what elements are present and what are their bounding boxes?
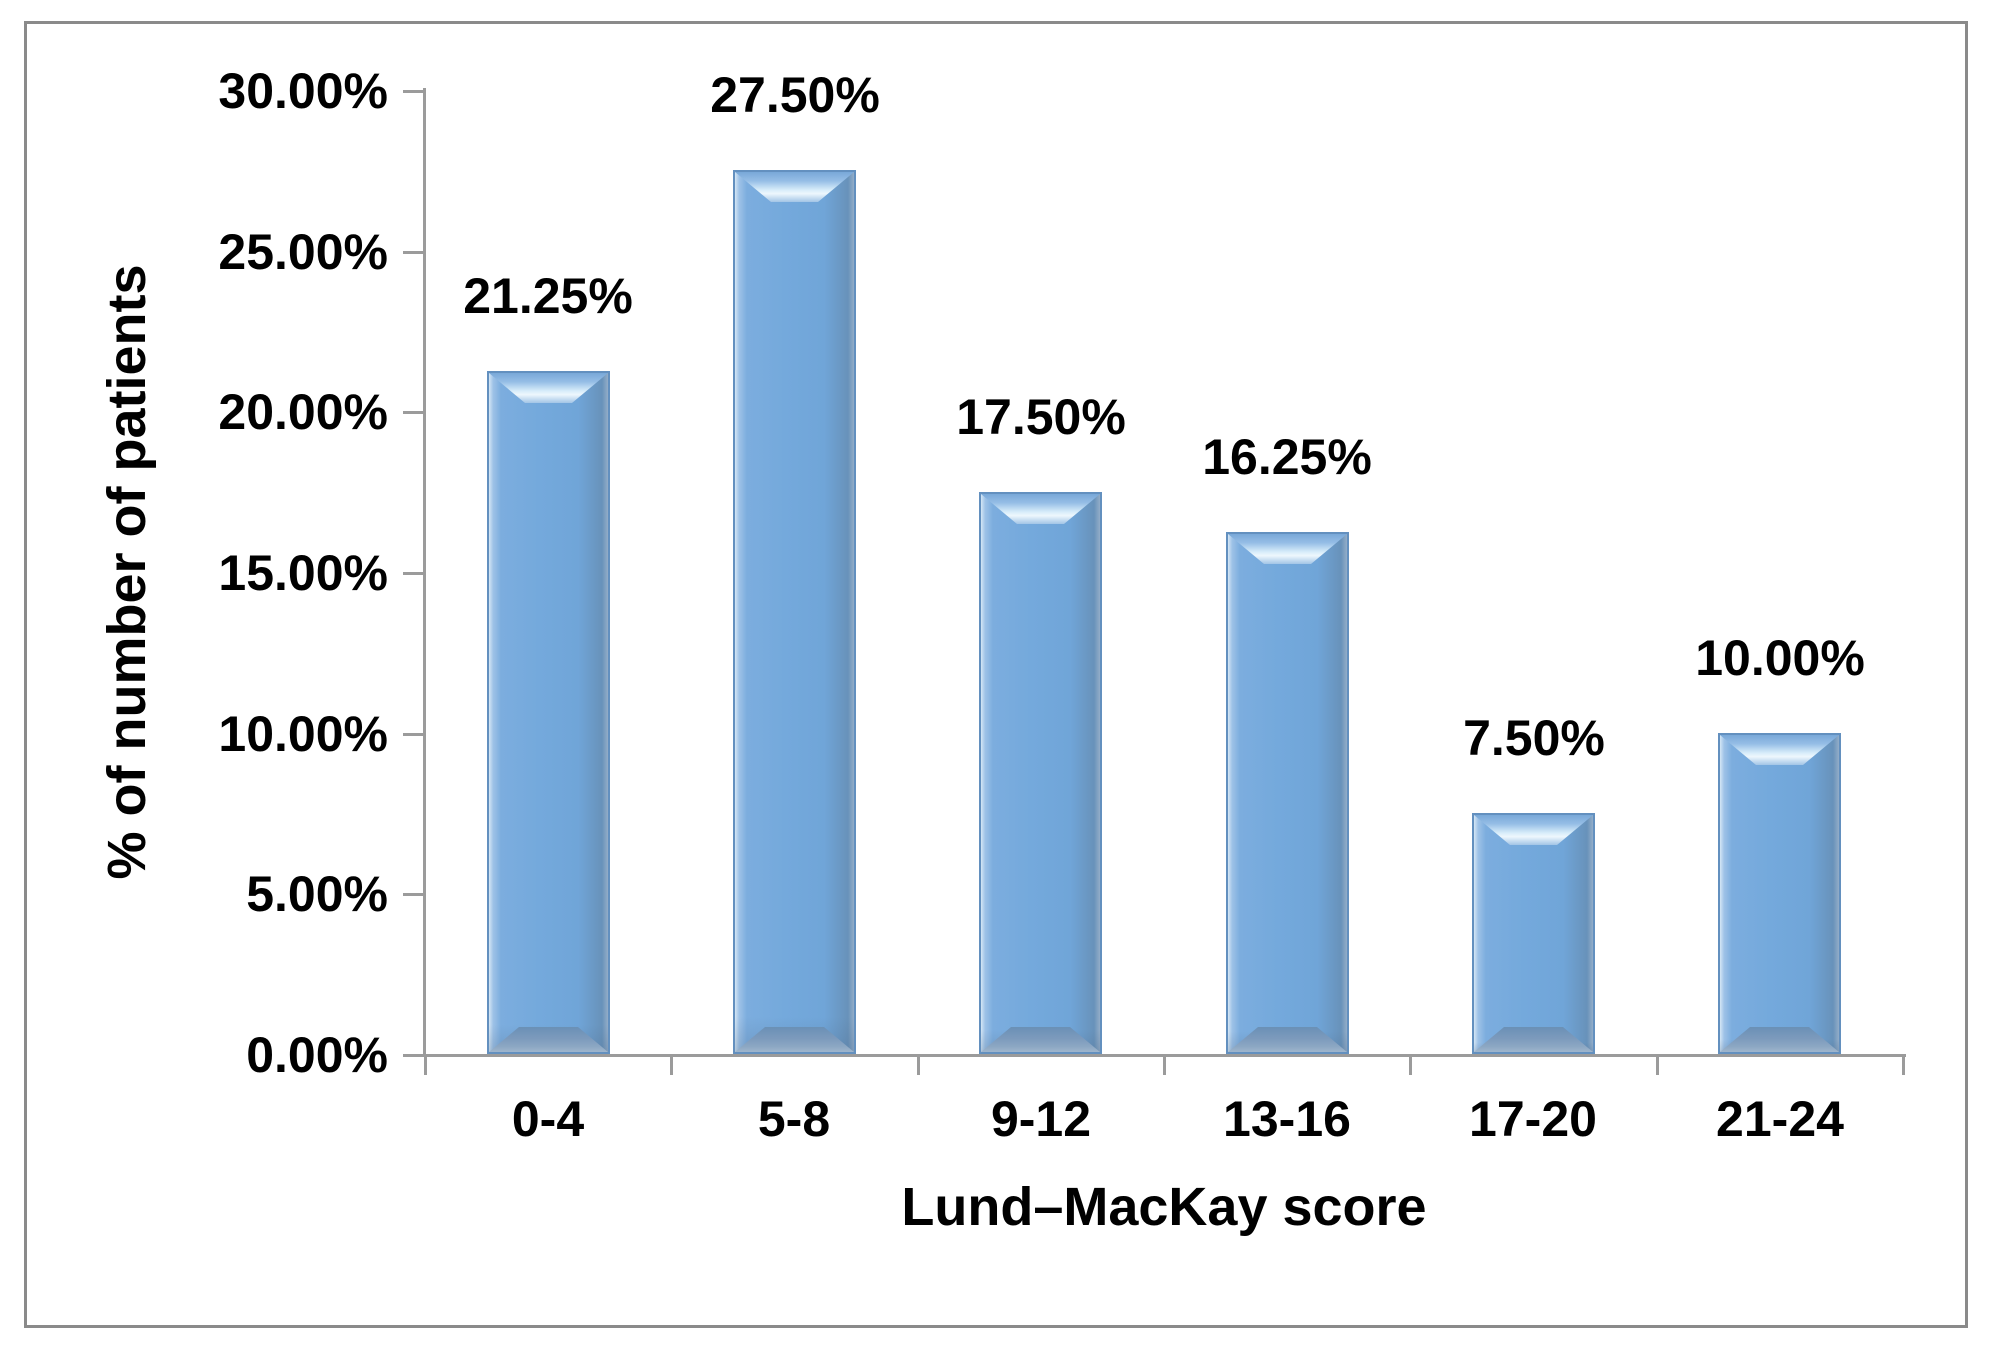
bar (979, 492, 1102, 1054)
x-tick-label: 9-12 (990, 1091, 1092, 1147)
x-tick-label: 5-8 (757, 1091, 831, 1147)
x-axis-title: Lund–MacKay score (901, 1177, 1427, 1237)
x-tick-mark (424, 1054, 427, 1075)
bar (733, 170, 856, 1054)
y-tick-mark (403, 572, 425, 575)
bar (1472, 813, 1595, 1054)
bar-value-label: 21.25% (463, 268, 633, 324)
bar (1226, 532, 1349, 1054)
y-tick-label: 0.00% (246, 1027, 388, 1083)
x-tick-label: 13-16 (1223, 1091, 1351, 1147)
y-tick-label: 5.00% (246, 866, 388, 922)
x-tick-mark (1656, 1054, 1659, 1075)
y-tick-mark (403, 251, 425, 254)
y-tick-mark (403, 1054, 425, 1057)
bar-value-label: 27.50% (710, 67, 880, 123)
x-tick-label: 17-20 (1469, 1091, 1597, 1147)
bar-value-label: 16.25% (1202, 429, 1372, 485)
y-tick-label: 10.00% (218, 706, 388, 762)
y-tick-mark (403, 733, 425, 736)
bar-value-label: 10.00% (1695, 630, 1865, 686)
bar-value-label: 17.50% (956, 389, 1126, 445)
y-tick-mark (403, 90, 425, 93)
y-tick-label: 15.00% (218, 545, 388, 601)
x-tick-label: 0-4 (511, 1091, 585, 1147)
x-tick-label: 21-24 (1716, 1091, 1844, 1147)
bar (1718, 733, 1841, 1054)
x-tick-mark (1902, 1054, 1905, 1075)
y-axis-title: % of number of patients (97, 264, 157, 880)
y-tick-mark (403, 411, 425, 414)
bar (487, 371, 610, 1054)
bar-value-label: 7.50% (1463, 710, 1605, 766)
y-tick-label: 25.00% (218, 224, 388, 280)
x-tick-mark (1163, 1054, 1166, 1075)
y-tick-label: 30.00% (218, 63, 388, 119)
y-tick-mark (403, 893, 425, 896)
x-tick-mark (670, 1054, 673, 1075)
y-tick-label: 20.00% (218, 384, 388, 440)
x-tick-mark (1409, 1054, 1412, 1075)
x-tick-mark (917, 1054, 920, 1075)
